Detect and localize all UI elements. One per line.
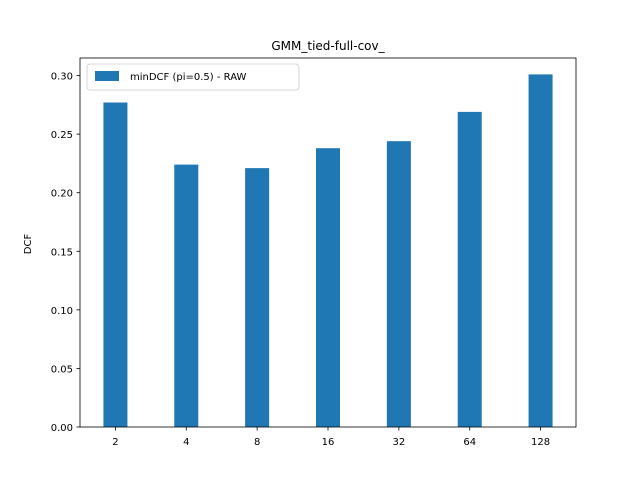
- x-ticks-group: 2 4 8 16 32 64 128: [112, 427, 550, 448]
- x-tick-label: 16: [322, 437, 335, 448]
- x-tick-label: 8: [254, 437, 260, 448]
- bar-32: [386, 141, 411, 427]
- y-tick-label: 0.00: [51, 423, 73, 434]
- y-tick-label: 0.20: [51, 189, 73, 200]
- y-tick-label: 0.15: [51, 247, 73, 258]
- x-tick-label: 2: [112, 437, 118, 448]
- x-tick-label: 32: [392, 437, 405, 448]
- legend-label: minDCF (pi=0.5) - RAW: [130, 72, 246, 83]
- y-tick-label: 0.10: [51, 306, 73, 317]
- legend-swatch: [95, 71, 119, 81]
- y-axis-label: DCF: [23, 234, 34, 255]
- bar-64: [457, 111, 482, 427]
- chart-title: GMM_tied-full-cov_: [271, 39, 385, 53]
- y-tick-label: 0.25: [51, 130, 73, 141]
- bars-group: [103, 74, 553, 428]
- bar-4: [174, 164, 199, 427]
- y-tick-label: 0.05: [51, 364, 73, 375]
- bar-2: [103, 102, 128, 427]
- bar-16: [316, 148, 340, 427]
- axes-frame: [79, 57, 577, 428]
- bar-8: [245, 168, 270, 427]
- bar-128: [528, 74, 553, 428]
- x-tick-label: 4: [183, 437, 189, 448]
- legend-box: [86, 63, 300, 91]
- legend: minDCF (pi=0.5) - RAW: [86, 63, 300, 91]
- y-tick-label: 0.30: [51, 72, 73, 83]
- x-tick-label: 128: [531, 437, 550, 448]
- x-tick-label: 64: [463, 437, 476, 448]
- y-ticks-group: 0.00 0.05 0.10 0.15 0.20 0.25 0.30: [51, 72, 80, 434]
